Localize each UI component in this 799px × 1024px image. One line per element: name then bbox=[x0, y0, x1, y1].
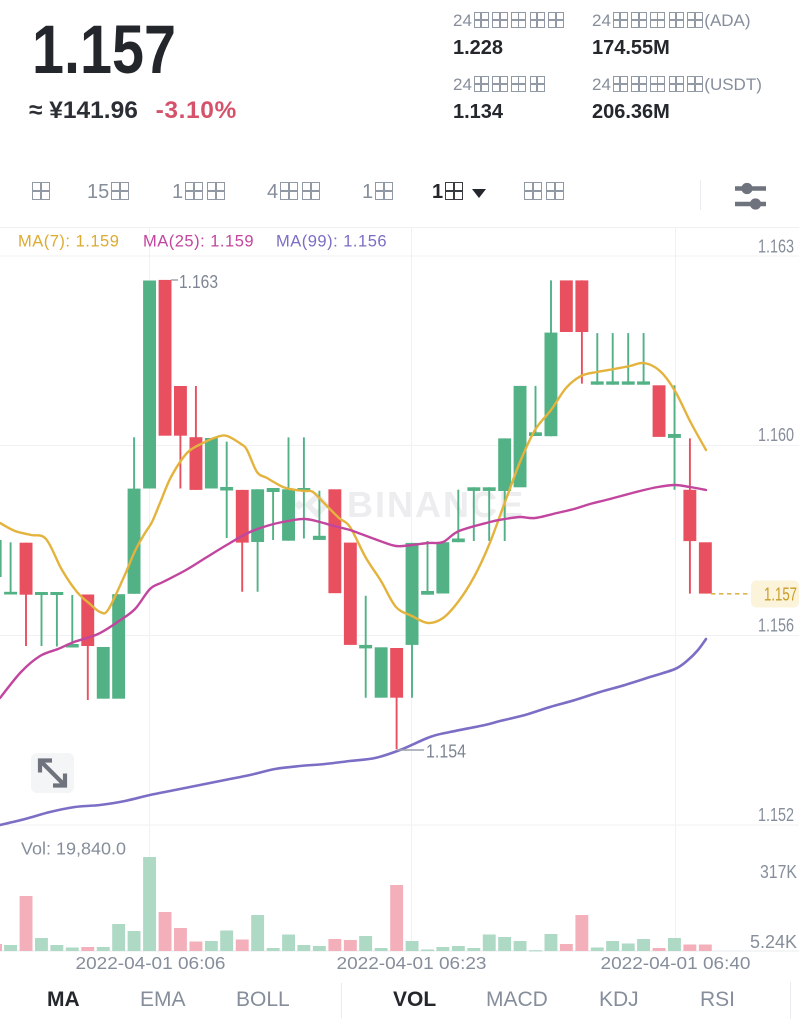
svg-text:1.156: 1.156 bbox=[758, 615, 794, 636]
svg-text:1.154: 1.154 bbox=[426, 741, 466, 762]
svg-text:1.152: 1.152 bbox=[758, 804, 794, 825]
svg-text:Vol: 19,840.0: Vol: 19,840.0 bbox=[21, 839, 126, 859]
svg-text:1.163: 1.163 bbox=[758, 236, 794, 257]
svg-text:2022-04-01 06:23: 2022-04-01 06:23 bbox=[337, 953, 487, 973]
svg-text:MA(25): 1.159: MA(25): 1.159 bbox=[143, 233, 254, 251]
svg-text:5.24K: 5.24K bbox=[750, 931, 798, 952]
svg-text:MA(7): 1.159: MA(7): 1.159 bbox=[18, 233, 119, 251]
svg-text:1.157: 1.157 bbox=[764, 585, 797, 605]
svg-text:2022-04-01 06:06: 2022-04-01 06:06 bbox=[76, 953, 226, 973]
svg-text:317K: 317K bbox=[760, 861, 798, 882]
svg-text:1.160: 1.160 bbox=[758, 424, 794, 445]
svg-text:2022-04-01 06:40: 2022-04-01 06:40 bbox=[601, 953, 751, 973]
svg-text:1.163: 1.163 bbox=[179, 271, 218, 292]
svg-text:MA(99): 1.156: MA(99): 1.156 bbox=[276, 233, 387, 251]
